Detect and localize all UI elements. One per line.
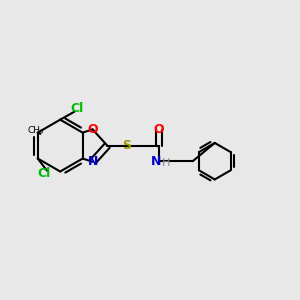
- Text: H: H: [162, 158, 170, 168]
- Text: O: O: [154, 124, 164, 136]
- Text: Cl: Cl: [70, 102, 84, 115]
- Text: S: S: [122, 139, 131, 152]
- Text: O: O: [87, 123, 98, 136]
- Text: N: N: [151, 155, 162, 168]
- Text: Cl: Cl: [38, 167, 51, 180]
- Text: CH₃: CH₃: [28, 126, 44, 135]
- Text: N: N: [87, 155, 98, 168]
